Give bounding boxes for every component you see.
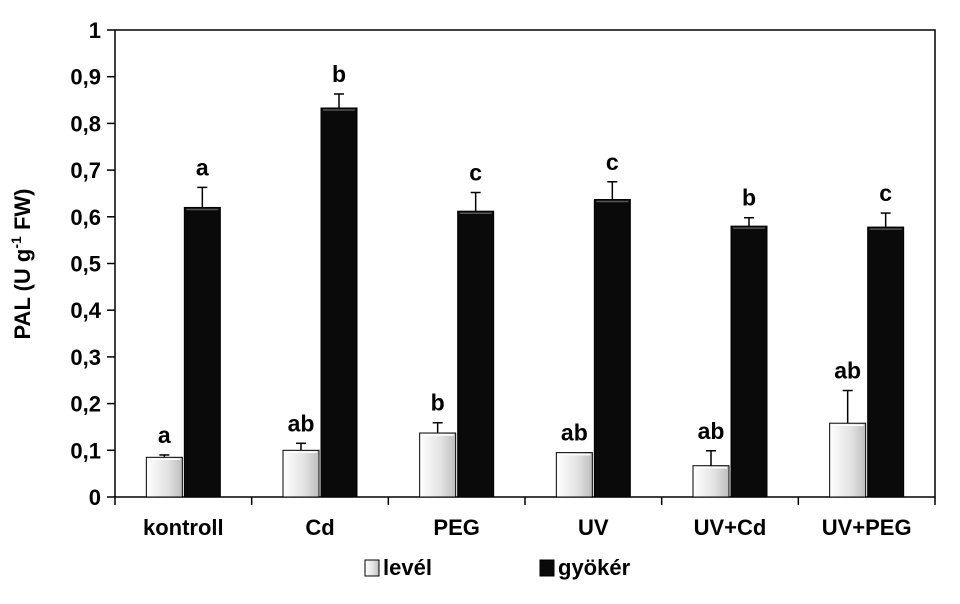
y-axis-label: PAL (U g-1 FW) [8,189,35,340]
bar-levél [419,432,457,498]
significance-label: c [469,160,482,186]
significance-label: b [332,61,346,87]
legend: levél gyökér [364,555,631,580]
bar-levél [692,465,730,498]
significance-label: c [879,180,892,206]
legend-swatch [364,559,380,577]
x-tick-label: PEG [433,515,479,540]
bar-gyökér [457,210,495,498]
y-axis-label-sup: -1 [8,236,24,249]
x-tick-label: UV [578,515,609,540]
plot-area: 0 0,1 0,2 0,3 0,4 0,5 0,6 0,7 0,8 0,9 1 kontroll a a C… [70,18,936,540]
y-axis-label-tail: FW) [10,189,35,237]
legend-label: levél [383,555,432,580]
significance-label: b [742,185,756,211]
y-axis-label-main: PAL (U g [10,249,35,340]
legend-swatch [539,559,555,577]
bar-gyökér [593,199,631,498]
y-tick-label: 0,6 [70,205,101,230]
significance-label: b [431,390,445,416]
bar-levél [555,452,593,498]
bar-gyökér [320,107,358,498]
significance-label: ab [698,418,725,444]
plot-frame [114,29,936,498]
bar-gyökér [730,225,768,498]
bar-gyökér [867,226,905,498]
significance-label: ab [561,420,588,446]
bar-levél [829,422,867,498]
bar-gyökér [183,206,221,498]
bar-levél [282,449,320,498]
x-tick-label: UV+PEG [822,515,912,540]
significance-label: a [196,154,209,180]
y-tick-label: 0,5 [70,252,101,277]
significance-label: ab [288,410,315,436]
x-tick-label: kontroll [143,515,224,540]
legend-label: gyökér [558,555,631,580]
significance-label: ab [834,358,861,384]
bar-levél [145,456,183,498]
y-tick-label: 0,4 [70,298,101,323]
y-tick-label: 1 [89,18,101,43]
y-tick-label: 0 [89,485,101,510]
y-tick-label: 0,2 [70,392,101,417]
y-tick-label: 0,7 [70,158,101,183]
y-tick-label: 0,9 [70,65,101,90]
significance-label: a [158,422,171,448]
y-tick-label: 0,8 [70,111,101,136]
x-tick-label: Cd [305,515,334,540]
y-tick-label: 0,3 [70,345,101,370]
y-tick-label: 0,1 [70,438,101,463]
significance-label: c [606,149,619,175]
x-tick-label: UV+Cd [694,515,767,540]
